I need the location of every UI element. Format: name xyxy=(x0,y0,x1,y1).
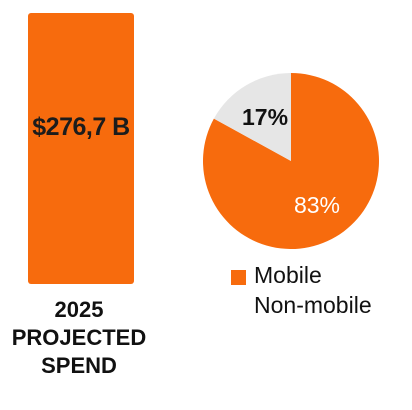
caption-line-projected: PROJECTED xyxy=(11,325,147,350)
spend-bar-caption: 2025 PROJECTED SPEND xyxy=(4,296,154,380)
spend-bar xyxy=(28,13,134,284)
caption-line-year: 2025 xyxy=(54,297,104,322)
pie-label-mobile: 83% xyxy=(294,192,340,218)
legend-label-mobile: Mobile xyxy=(254,262,322,288)
spend-bar-value-label: $276,7 B xyxy=(32,113,130,141)
caption-line-spend: SPEND xyxy=(41,353,117,378)
share-pie-chart: 83% 17% xyxy=(203,73,379,249)
pie-label-non-mobile: 17% xyxy=(242,104,288,130)
legend-label-non-mobile: Non-mobile xyxy=(254,292,372,318)
spend-bar-area: $276,7 B xyxy=(28,13,134,284)
legend-swatch-mobile xyxy=(231,270,246,285)
pie-slice-non-mobile xyxy=(213,73,291,161)
